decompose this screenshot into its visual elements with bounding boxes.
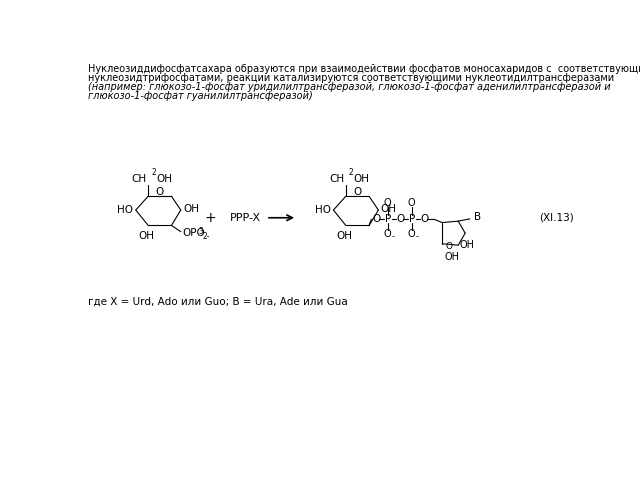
Text: O: O	[408, 229, 415, 239]
Text: -: -	[415, 232, 419, 241]
Text: B: B	[474, 212, 481, 222]
Text: P: P	[385, 214, 391, 224]
Text: OH: OH	[139, 231, 155, 241]
Text: OH: OH	[156, 174, 172, 184]
Text: (XI.13): (XI.13)	[540, 213, 574, 223]
Text: HO: HO	[118, 205, 134, 215]
Text: -: -	[392, 232, 394, 241]
Text: OH: OH	[336, 231, 352, 241]
Text: O: O	[445, 242, 452, 252]
Text: OH: OH	[381, 204, 397, 214]
Text: 2-: 2-	[202, 232, 210, 240]
Text: CH: CH	[329, 174, 344, 184]
Text: O: O	[396, 214, 404, 224]
Text: OH: OH	[183, 204, 199, 214]
Text: O: O	[384, 229, 392, 239]
Text: CH: CH	[132, 174, 147, 184]
Text: где X = Urd, Ado или Guo; B = Ura, Ade или Gua: где X = Urd, Ado или Guo; B = Ura, Ade и…	[88, 296, 348, 306]
Text: P: P	[408, 214, 415, 224]
Text: OH: OH	[445, 252, 460, 262]
Text: O: O	[156, 187, 164, 197]
Text: 2: 2	[151, 168, 156, 177]
Text: глюкозо-1-фосфат гуанилилтрансферазой): глюкозо-1-фосфат гуанилилтрансферазой)	[88, 92, 312, 101]
Text: (например: глюкозо-1-фосфат уридилилтрансферазой, глюкозо-1-фосфат аденилилтранс: (например: глюкозо-1-фосфат уридилилтран…	[88, 82, 611, 92]
Text: HO: HO	[315, 205, 331, 215]
Text: OH: OH	[353, 174, 369, 184]
Text: PPP-X: PPP-X	[230, 213, 260, 223]
Text: 2: 2	[349, 168, 354, 177]
Text: +: +	[204, 211, 216, 225]
Text: нуклеозидтрифосфатами, реакции катализируются соответствующими нуклеотидилтрансф: нуклеозидтрифосфатами, реакции катализир…	[88, 73, 614, 83]
Text: O: O	[372, 214, 380, 224]
Text: O: O	[384, 198, 392, 208]
Text: 3: 3	[198, 227, 204, 236]
Text: Нуклеозиддифосфатсахара образуются при взаимодействии фосфатов моносахаридов с  : Нуклеозиддифосфатсахара образуются при в…	[88, 64, 640, 74]
Text: O: O	[420, 214, 428, 224]
Text: OH: OH	[460, 240, 474, 250]
Text: OPO: OPO	[182, 228, 205, 238]
Text: O: O	[408, 198, 415, 208]
Text: O: O	[353, 187, 362, 197]
